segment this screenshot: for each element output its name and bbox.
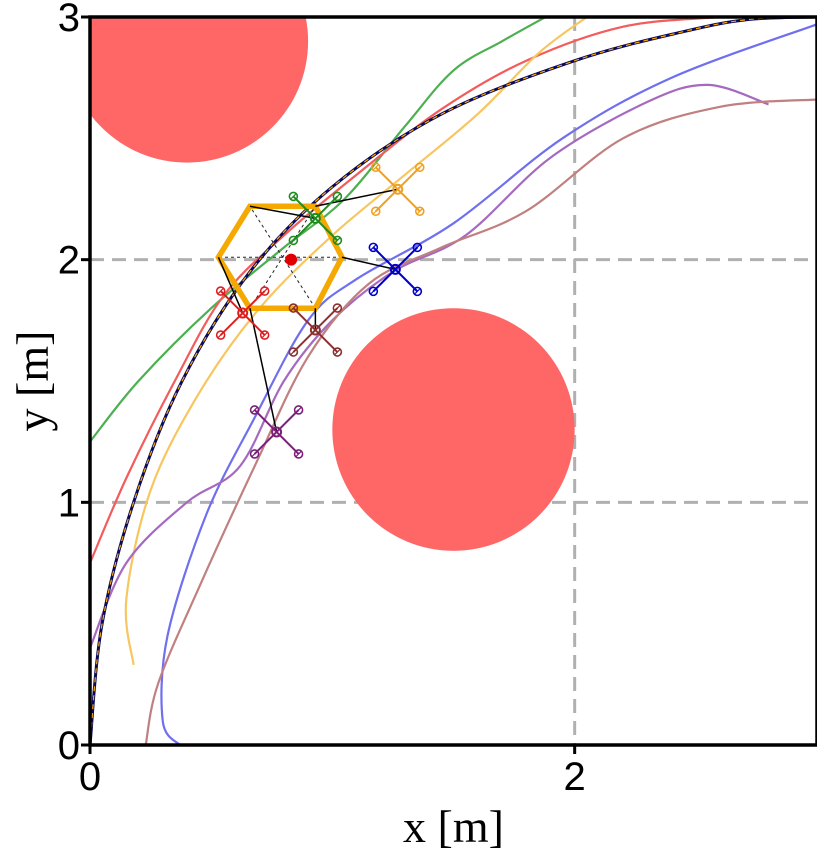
payload-diagonal xyxy=(249,206,316,309)
drone-orange-rotor xyxy=(414,206,425,217)
drone-green-rotor-mark xyxy=(333,236,341,244)
drone-purple-rotor-mark xyxy=(295,450,303,458)
drone-brown-rotor-mark xyxy=(289,304,297,312)
x-tick-label-0: 0 xyxy=(79,755,101,799)
drone-green-rotor xyxy=(332,235,343,246)
drone-purple-rotor xyxy=(249,449,260,459)
drone-orange-rotor xyxy=(370,206,381,217)
drone-purple-cable xyxy=(249,308,278,433)
drone-brown-rotor-mark xyxy=(289,348,297,356)
trajectory-brown xyxy=(144,98,817,745)
drone-blue-rotor-mark xyxy=(413,243,421,251)
drone-brown-rotor-mark xyxy=(333,348,341,356)
obstacles xyxy=(90,17,575,551)
drone-orange-rotor-mark xyxy=(372,163,380,171)
y-tick-label-3: 3 xyxy=(58,0,80,40)
drone-red-rotor-mark xyxy=(261,287,269,295)
drone-blue-rotor-mark xyxy=(413,287,421,295)
obstacle-center xyxy=(332,308,575,551)
drone-green-body xyxy=(309,212,321,224)
trajectory-red xyxy=(90,17,721,564)
drone-red-rotor xyxy=(259,330,270,340)
drone-red-rotor xyxy=(259,286,270,296)
axis-ticks: 0 2 0 1 2 3 xyxy=(58,0,586,799)
drone-blue xyxy=(368,242,423,297)
drone-brown xyxy=(288,303,343,357)
drone-red xyxy=(215,286,270,340)
drones-group xyxy=(215,162,425,459)
drone-green xyxy=(288,191,343,246)
drone-green-rotor xyxy=(288,235,299,246)
drone-orange-rotor xyxy=(414,162,425,173)
drone-blue-rotor-mark xyxy=(369,243,377,251)
drone-purple-rotor xyxy=(293,449,304,459)
drone-purple-rotor-mark xyxy=(295,406,303,414)
drone-orange-body xyxy=(392,183,404,195)
drone-red-rotor-mark xyxy=(217,331,225,339)
obstacle-top-left xyxy=(90,17,309,163)
drone-purple xyxy=(249,405,304,459)
drone-red-rotor xyxy=(215,286,226,296)
drone-green-rotor-mark xyxy=(289,192,297,200)
y-tick-label-0: 0 xyxy=(58,724,80,768)
drone-purple-rotor xyxy=(293,405,304,415)
y-tick-label-2: 2 xyxy=(58,239,80,283)
reference-path-group xyxy=(90,17,817,745)
drone-orange xyxy=(370,162,425,217)
payload-group xyxy=(215,188,398,433)
drone-blue-rotor xyxy=(412,242,423,253)
drone-blue-rotor xyxy=(412,286,423,297)
y-axis-label: y [m] xyxy=(7,331,58,432)
x-tick-label-2: 2 xyxy=(564,755,586,799)
drone-brown-rotor xyxy=(332,347,343,357)
drone-purple-rotor-mark xyxy=(251,406,259,414)
drone-blue-body xyxy=(389,263,401,275)
drone-purple-body xyxy=(271,426,283,438)
drone-blue-rotor xyxy=(368,286,379,297)
trajectory-green xyxy=(90,17,547,443)
drone-purple-rotor xyxy=(249,405,260,415)
drone-red-cable xyxy=(217,256,244,314)
trajectory-purple xyxy=(90,83,769,649)
drone-green-cable xyxy=(249,205,316,220)
drone-brown-rotor xyxy=(288,347,299,357)
reference-path-overlay xyxy=(90,17,817,745)
drone-blue-rotor xyxy=(368,242,379,253)
drone-red-rotor-mark xyxy=(217,287,225,295)
drone-red-rotor-mark xyxy=(261,331,269,339)
drone-purple-rotor-mark xyxy=(251,450,259,458)
payload-center-point xyxy=(285,253,298,266)
drone-green-rotor-mark xyxy=(289,236,297,244)
drone-brown-body xyxy=(309,324,321,336)
drone-orange-rotor-mark xyxy=(416,163,424,171)
drone-brown-rotor-mark xyxy=(333,304,341,312)
drone-green-rotor xyxy=(288,191,299,202)
y-tick-label-1: 1 xyxy=(58,481,80,525)
trajectory-orange xyxy=(124,17,588,666)
plot-frame xyxy=(88,15,817,747)
drone-red-body xyxy=(237,307,249,319)
drone-orange-rotor-mark xyxy=(372,207,380,215)
drone-orange-rotor xyxy=(370,162,381,173)
drone-brown-rotor xyxy=(332,303,343,313)
drone-brown-rotor xyxy=(288,303,299,313)
drone-green-rotor xyxy=(332,191,343,202)
drone-green-rotor-mark xyxy=(333,192,341,200)
drone-orange-rotor-mark xyxy=(416,207,424,215)
drone-blue-rotor-mark xyxy=(369,287,377,295)
drone-blue-cable xyxy=(341,256,396,271)
x-axis-label: x [m] xyxy=(403,801,504,852)
drone-red-rotor xyxy=(215,330,226,340)
